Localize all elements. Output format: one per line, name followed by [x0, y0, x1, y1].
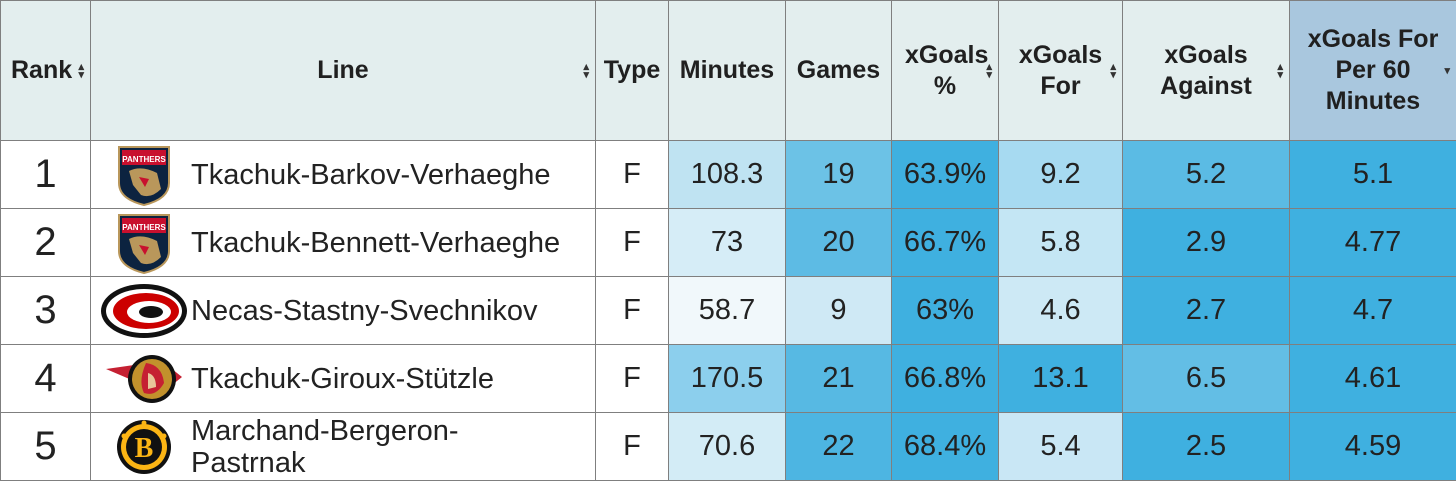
- line-name[interactable]: Tkachuk-Barkov-Verhaeghe: [191, 158, 551, 191]
- column-header-xgoals-for-per-60[interactable]: xGoals For Per 60 Minutes ▾: [1289, 0, 1456, 141]
- sort-icon[interactable]: ▴ ▾: [1277, 60, 1283, 81]
- panthers-logo-icon: PANTHERS: [99, 211, 189, 275]
- line-name[interactable]: Necas-Stastny-Svechnikov: [191, 294, 538, 327]
- xgoals-for-per-60-cell: 4.77: [1289, 208, 1456, 277]
- svg-text:PANTHERS: PANTHERS: [122, 223, 166, 232]
- xgoals-for-per-60-cell: 4.61: [1289, 344, 1456, 413]
- header-row: Rank ▴ ▾ Line ▴ ▾ Type Minutes Games xGoals …: [0, 0, 1456, 141]
- xgoals-pct-cell: 68.4%: [891, 412, 999, 481]
- minutes-cell: 58.7: [668, 276, 786, 345]
- senators-logo-icon: [99, 347, 189, 411]
- line-cell: PANTHERS Tkachuk-Barkov-Verhaeghe: [90, 140, 596, 209]
- rank-cell: 1: [0, 140, 91, 209]
- xgoals-pct-cell: 66.8%: [891, 344, 999, 413]
- type-cell: F: [595, 276, 669, 345]
- games-cell: 20: [785, 208, 892, 277]
- panthers-logo-icon: PANTHERS: [99, 143, 189, 207]
- line-cell: Tkachuk-Giroux-Stützle: [90, 344, 596, 413]
- line-cell: Necas-Stastny-Svechnikov: [90, 276, 596, 345]
- table-row: 1 PANTHERS Tkachuk-Barkov-Verhaeghe F 108.…: [0, 140, 1456, 209]
- column-header-minutes[interactable]: Minutes: [668, 0, 786, 141]
- xgoals-against-cell: 2.9: [1122, 208, 1290, 277]
- xgoals-for-cell: 4.6: [998, 276, 1123, 345]
- table-row: 2 PANTHERS Tkachuk-Bennett-Verhaeghe F 73 2…: [0, 208, 1456, 277]
- xgoals-for-cell: 5.8: [998, 208, 1123, 277]
- xgoals-for-cell: 13.1: [998, 344, 1123, 413]
- rank-cell: 3: [0, 276, 91, 345]
- xgoals-pct-cell: 63.9%: [891, 140, 999, 209]
- sort-icon[interactable]: ▴ ▾: [1110, 60, 1116, 81]
- line-cell: B Marchand-Bergeron-Pastrnak: [90, 412, 596, 481]
- games-cell: 19: [785, 140, 892, 209]
- bruins-logo-icon: B: [99, 415, 189, 479]
- sort-icon[interactable]: ▴ ▾: [583, 60, 589, 81]
- games-cell: 21: [785, 344, 892, 413]
- column-header-rank[interactable]: Rank ▴ ▾: [0, 0, 91, 141]
- xgoals-for-cell: 9.2: [998, 140, 1123, 209]
- minutes-cell: 70.6: [668, 412, 786, 481]
- xgoals-for-per-60-cell: 4.59: [1289, 412, 1456, 481]
- type-cell: F: [595, 208, 669, 277]
- column-header-type[interactable]: Type: [595, 0, 669, 141]
- xgoals-against-cell: 5.2: [1122, 140, 1290, 209]
- xgoals-against-cell: 6.5: [1122, 344, 1290, 413]
- sort-icon[interactable]: ▴ ▾: [78, 60, 84, 81]
- games-cell: 9: [785, 276, 892, 345]
- xgoals-pct-cell: 63%: [891, 276, 999, 345]
- rank-cell: 4: [0, 344, 91, 413]
- xgoals-for-per-60-cell: 4.7: [1289, 276, 1456, 345]
- column-header-xgoals-pct[interactable]: xGoals % ▴ ▾: [891, 0, 999, 141]
- sort-desc-icon[interactable]: ▾: [1444, 64, 1450, 77]
- column-header-games[interactable]: Games: [785, 0, 892, 141]
- rank-cell: 5: [0, 412, 91, 481]
- column-header-xgoals-for[interactable]: xGoals For ▴ ▾: [998, 0, 1123, 141]
- table-row: 5 B Marchand-Bergeron-Pastrnak F 70.6 22 68.…: [0, 412, 1456, 481]
- games-cell: 22: [785, 412, 892, 481]
- sort-icon[interactable]: ▴ ▾: [986, 60, 992, 81]
- table-row: 3 Necas-Stastny-Svechnikov F 58.7 9 63% 4.6 2.…: [0, 276, 1456, 345]
- svg-text:B: B: [135, 433, 154, 464]
- minutes-cell: 170.5: [668, 344, 786, 413]
- xgoals-for-per-60-cell: 5.1: [1289, 140, 1456, 209]
- xgoals-against-cell: 2.7: [1122, 276, 1290, 345]
- column-header-xgoals-against[interactable]: xGoals Against ▴ ▾: [1122, 0, 1290, 141]
- xgoals-for-cell: 5.4: [998, 412, 1123, 481]
- minutes-cell: 73: [668, 208, 786, 277]
- column-header-line[interactable]: Line ▴ ▾: [90, 0, 596, 141]
- hurricanes-logo-icon: [99, 279, 189, 343]
- type-cell: F: [595, 412, 669, 481]
- line-name[interactable]: Tkachuk-Bennett-Verhaeghe: [191, 226, 561, 259]
- xgoals-pct-cell: 66.7%: [891, 208, 999, 277]
- type-cell: F: [595, 344, 669, 413]
- line-name[interactable]: Tkachuk-Giroux-Stützle: [191, 362, 494, 395]
- type-cell: F: [595, 140, 669, 209]
- rank-cell: 2: [0, 208, 91, 277]
- line-name[interactable]: Marchand-Bergeron-Pastrnak: [191, 414, 459, 479]
- table-row: 4 Tkachuk-Giroux-Stützle F 170.5 21 66.8% 13.…: [0, 344, 1456, 413]
- xgoals-against-cell: 2.5: [1122, 412, 1290, 481]
- svg-text:PANTHERS: PANTHERS: [122, 155, 166, 164]
- line-cell: PANTHERS Tkachuk-Bennett-Verhaeghe: [90, 208, 596, 277]
- minutes-cell: 108.3: [668, 140, 786, 209]
